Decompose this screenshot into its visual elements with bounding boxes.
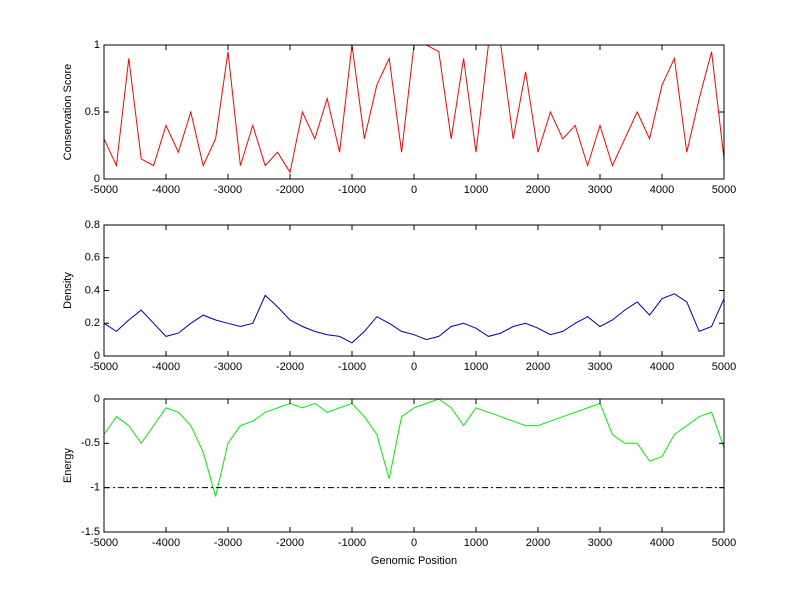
- x-tick-label: 4000: [650, 361, 674, 373]
- x-tick-label: 5000: [712, 537, 736, 549]
- axes-box: [103, 44, 725, 180]
- x-tick-label: 0: [411, 537, 417, 549]
- y-tick-label: 0: [94, 393, 100, 405]
- data-line: [103, 293, 725, 344]
- x-tick-label: -1000: [338, 184, 366, 196]
- data-line: [103, 44, 725, 174]
- x-tick-label: 5000: [712, 361, 736, 373]
- x-tick-label: 1000: [464, 184, 488, 196]
- x-tick-label: -3000: [214, 184, 242, 196]
- y-axis-label: Density: [62, 272, 74, 309]
- x-tick-label: 5000: [712, 184, 736, 196]
- x-tick-label: 4000: [650, 184, 674, 196]
- x-tick-label: -4000: [152, 184, 180, 196]
- x-tick-label: 4000: [650, 537, 674, 549]
- x-tick-label: 0: [411, 184, 417, 196]
- x-tick-label: -2000: [276, 537, 304, 549]
- x-tick-label: -2000: [276, 184, 304, 196]
- x-tick-label: -4000: [152, 361, 180, 373]
- x-tick-label: 0: [411, 361, 417, 373]
- y-axis-label: Energy: [62, 448, 74, 483]
- y-tick-label: 0.4: [85, 284, 100, 296]
- x-tick-label: -4000: [152, 537, 180, 549]
- x-axis-label: Genomic Position: [371, 555, 457, 567]
- data-line: [103, 398, 725, 497]
- x-tick-label: 2000: [526, 184, 550, 196]
- y-tick-label: -1.5: [81, 526, 100, 538]
- x-tick-label: 1000: [464, 361, 488, 373]
- x-tick-label: 3000: [588, 184, 612, 196]
- y-tick-label: -0.5: [81, 437, 100, 449]
- y-tick-label: 0.5: [85, 106, 100, 118]
- x-tick-label: 1000: [464, 537, 488, 549]
- x-tick-label: -3000: [214, 537, 242, 549]
- x-tick-label: -5000: [90, 361, 118, 373]
- x-tick-label: -2000: [276, 361, 304, 373]
- y-tick-label: -1: [90, 482, 100, 494]
- x-tick-label: 3000: [588, 361, 612, 373]
- x-tick-label: 2000: [526, 537, 550, 549]
- x-tick-label: -1000: [338, 361, 366, 373]
- y-tick-label: 1: [94, 39, 100, 51]
- y-tick-label: 0.8: [85, 219, 100, 231]
- y-tick-label: 0: [94, 173, 100, 185]
- y-axis-label: Conservation Score: [62, 64, 74, 161]
- x-tick-label: -3000: [214, 361, 242, 373]
- axes-box: [103, 398, 725, 533]
- y-tick-label: 0.2: [85, 317, 100, 329]
- axes-box: [103, 224, 725, 357]
- x-tick-label: -1000: [338, 537, 366, 549]
- y-tick-label: 0.6: [85, 252, 100, 264]
- y-tick-label: 0: [94, 350, 100, 362]
- x-tick-label: -5000: [90, 537, 118, 549]
- x-tick-label: 3000: [588, 537, 612, 549]
- x-tick-label: 2000: [526, 361, 550, 373]
- x-tick-label: -5000: [90, 184, 118, 196]
